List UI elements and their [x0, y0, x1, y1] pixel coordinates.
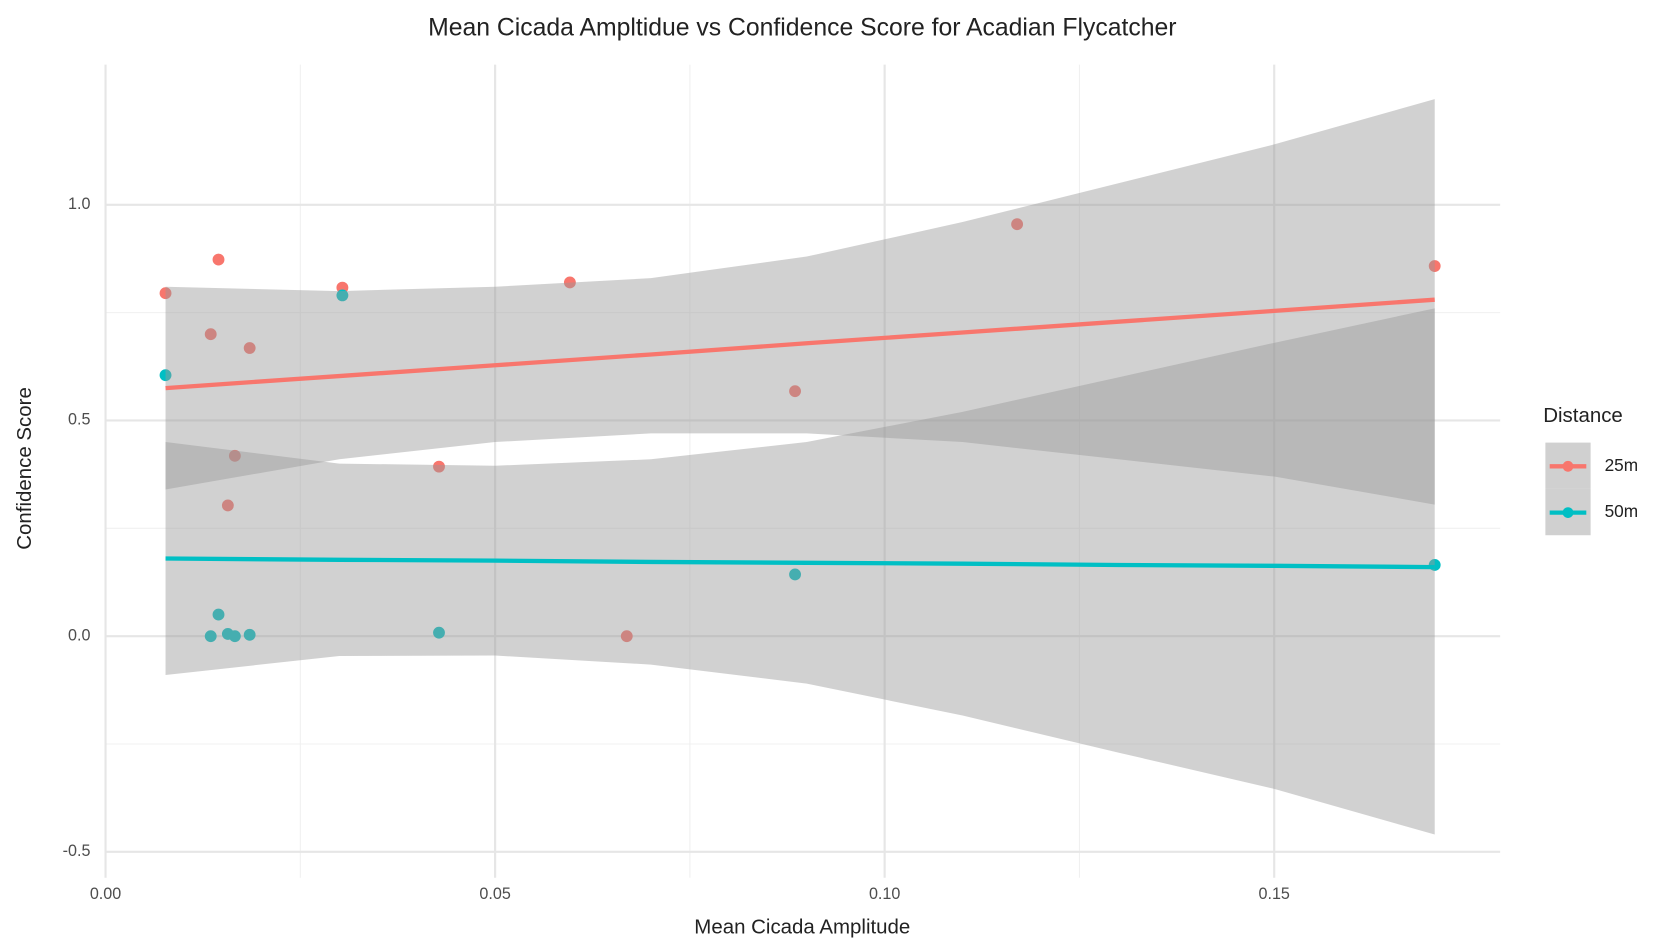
point [228, 630, 241, 643]
point [1011, 218, 1024, 231]
point [433, 460, 445, 473]
grid: 0.00 0.05 0.10 0.15 -0.5 0.0 0.5 1.0 [63, 64, 1501, 903]
point [221, 499, 234, 512]
x-axis-title: Mean Cicada Amplitude [694, 916, 910, 939]
trend-line [165, 556, 1435, 570]
point [212, 253, 225, 266]
chart-title: Mean Cicada Ampltidue vs Confidence Scor… [428, 15, 1176, 42]
legend-title: Distance [1543, 404, 1623, 427]
legend-label: 25m [1605, 455, 1639, 475]
trend-line [165, 297, 1435, 391]
legend-key-point [1562, 460, 1574, 472]
point [204, 630, 217, 643]
point [243, 628, 256, 641]
confidence-band [165, 99, 1435, 505]
legend-label: 50m [1605, 501, 1639, 521]
y-tick-label: 0.5 [68, 411, 90, 429]
point [159, 287, 172, 300]
point [243, 342, 256, 354]
point [789, 568, 801, 581]
point [336, 289, 349, 302]
y-tick-label: -0.5 [63, 842, 91, 860]
legend-key-point [1562, 507, 1574, 518]
legend: 25m 50m [1545, 442, 1639, 536]
confidence-band [165, 308, 1435, 835]
point [228, 449, 241, 462]
x-tick-label: 0.15 [1258, 885, 1289, 903]
point [1428, 260, 1441, 272]
point [789, 385, 801, 398]
point [159, 369, 172, 382]
x-tick-label: 0.10 [869, 885, 900, 903]
x-tick-label: 0.05 [479, 885, 510, 903]
y-tick-label: 0.0 [68, 626, 90, 644]
point [212, 608, 225, 621]
y-tick-label: 1.0 [68, 195, 90, 213]
plot-area [159, 99, 1441, 835]
point [563, 276, 576, 289]
point [620, 630, 633, 643]
point [204, 328, 217, 341]
x-tick-label: 0.00 [90, 885, 121, 903]
point [433, 626, 445, 639]
y-axis-title: Confidence Score [13, 387, 36, 550]
